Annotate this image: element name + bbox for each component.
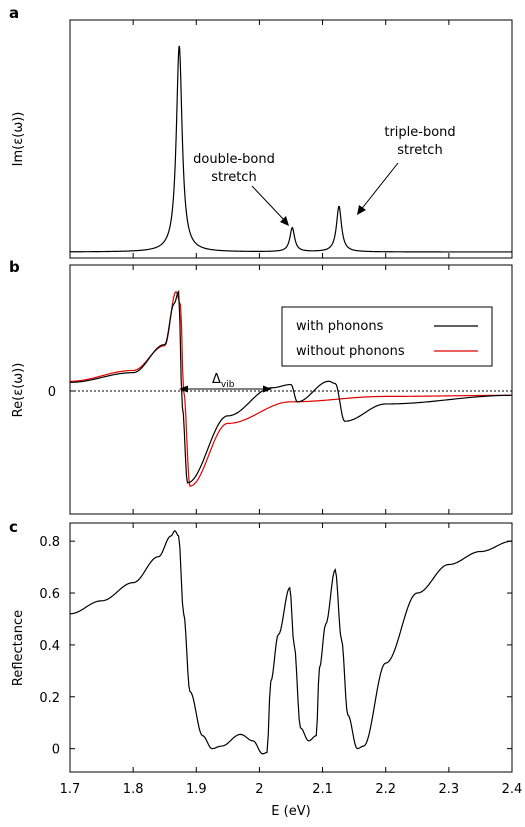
panel-b-xticks (69, 265, 513, 514)
series-without-phonons (69, 290, 512, 487)
arrow-double-bond (251, 185, 289, 226)
annotation-double-bond-line2: stretch (211, 170, 256, 185)
panel-c: c Reflectance E (eV) 00.20.40.60.8 1.7 1.… (9, 518, 522, 819)
xtick-label: 2 (255, 782, 263, 797)
ytick-label: 0.4 (39, 639, 60, 654)
delta-vib-arrow (179, 385, 272, 393)
panel-a-ylabel: Im(ε(ω)) (11, 112, 26, 167)
panel-b-label: b (9, 258, 20, 276)
xtick-label: 1.7 (60, 782, 81, 797)
xtick-label: 2.4 (502, 782, 523, 797)
arrow-triple-bond (357, 162, 399, 215)
panel-c-xticks: 1.7 1.8 1.9 2 2.1 2.2 2.3 2.4 (60, 523, 523, 797)
panel-a-curve (70, 45, 512, 253)
panel-b-ytick-0: 0 (48, 385, 56, 400)
panel-a-xticks (69, 20, 513, 258)
panel-b: b Re(ε(ω)) 0 Δvib with phonons without p… (9, 258, 513, 515)
panel-c-ylabel: Reflectance (11, 610, 26, 686)
legend-entry-without-phonons: without phonons (296, 344, 405, 359)
panel-c-frame (69, 522, 513, 773)
panel-b-frame (69, 264, 513, 515)
delta-vib-label: Δvib (212, 372, 235, 390)
annotation-double-bond-line1: double-bond (193, 152, 275, 167)
series-with-phonons (69, 289, 512, 484)
legend: with phonons without phonons (281, 306, 493, 367)
panel-b-ylabel: Re(ε(ω)) (11, 363, 26, 418)
ytick-label: 0.8 (39, 535, 60, 550)
legend-box (281, 306, 493, 367)
annotation-triple-bond-line2: stretch (397, 143, 442, 158)
ytick-label: 0.2 (39, 691, 60, 706)
panel-a-frame (69, 19, 513, 259)
panel-c-xlabel: E (eV) (271, 804, 310, 819)
panel-c-label: c (9, 518, 18, 536)
panel-c-curve (69, 530, 513, 755)
annotation-triple-bond-line1: triple-bond (384, 125, 455, 140)
ytick-label: 0 (52, 743, 60, 758)
panel-a-label: a (9, 4, 19, 22)
legend-entry-with-phonons: with phonons (296, 319, 384, 334)
xtick-label: 1.8 (123, 782, 144, 797)
panel-a: a Im(ε(ω)) double-bond stretch triple-bo… (9, 4, 513, 259)
xtick-label: 2.3 (439, 782, 460, 797)
xtick-label: 1.9 (186, 782, 207, 797)
panel-c-yticks: 0 0.2 0.4 0.6 0.8 (39, 535, 512, 758)
ytick-label: 0.6 (39, 587, 60, 602)
xtick-label: 2.1 (312, 782, 333, 797)
xtick-label: 2.2 (375, 782, 396, 797)
